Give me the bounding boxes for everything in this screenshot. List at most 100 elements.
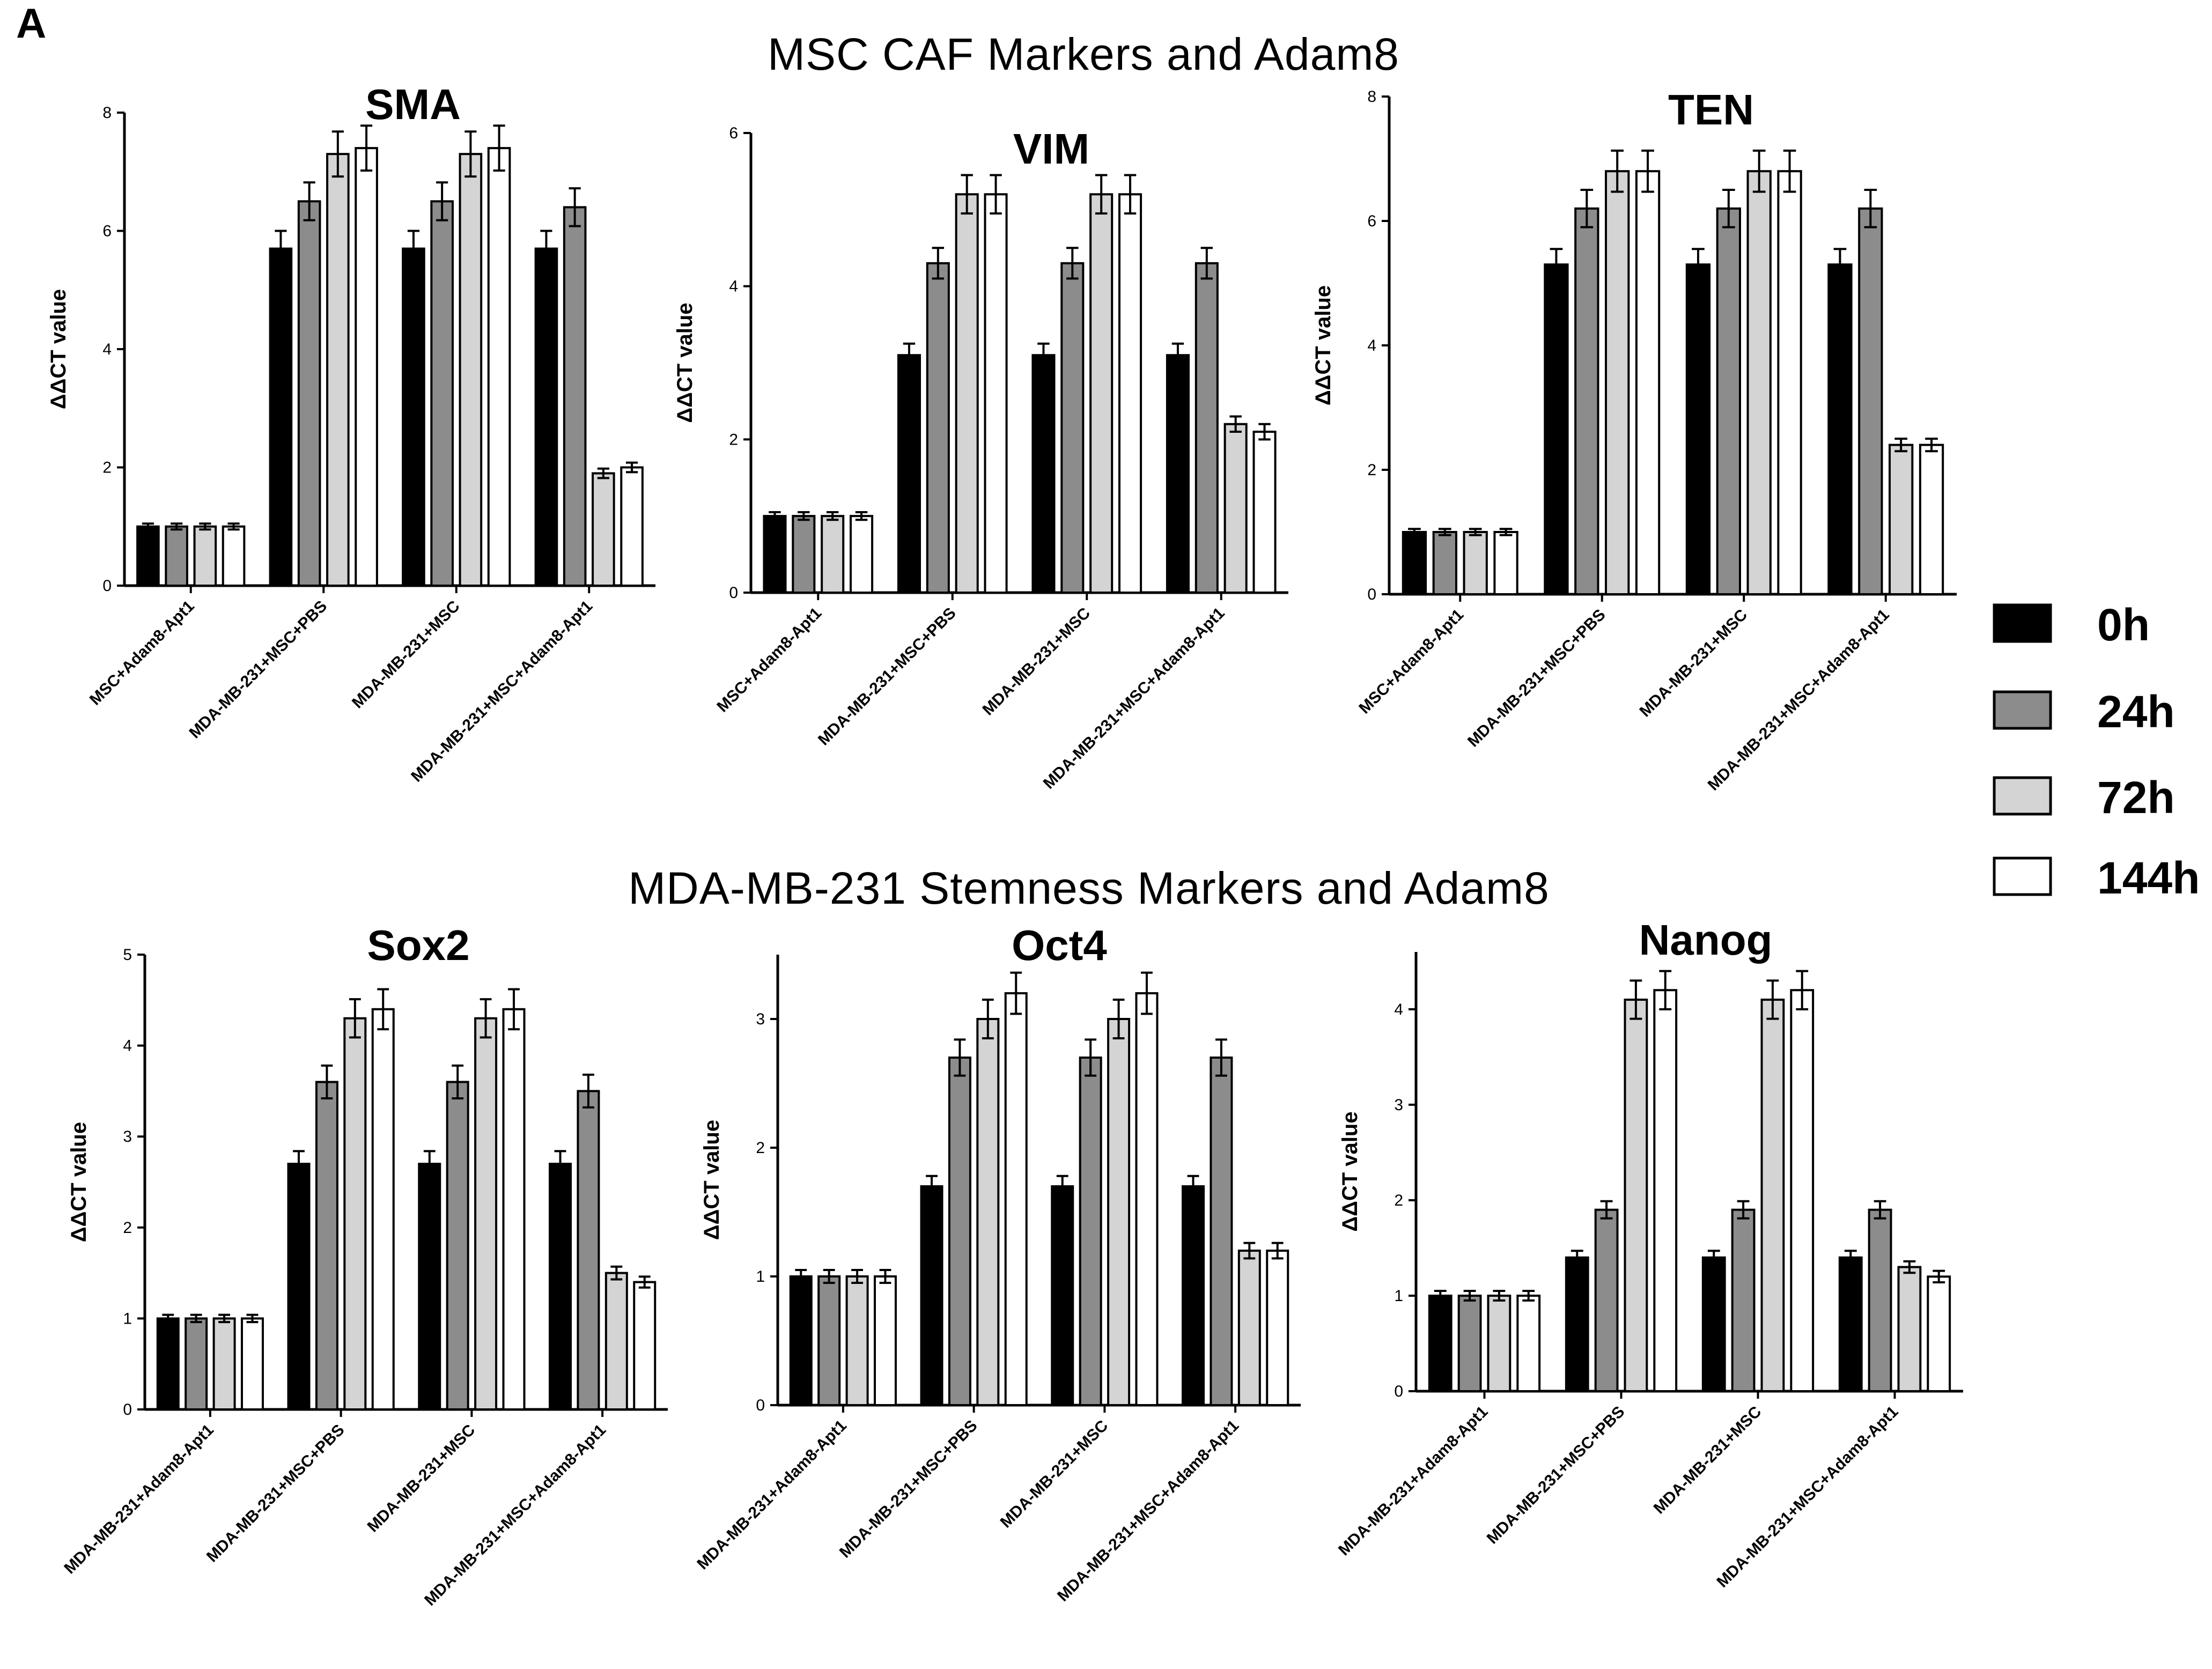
bar-72h-mda-mb-231-msc-pbs	[976, 1018, 1000, 1406]
bar-144h-mda-mb-231-adam8-apt1	[240, 1317, 264, 1410]
bar-0h-mda-mb-231-msc-pbs	[920, 1185, 943, 1406]
panel-label: A	[16, 0, 46, 47]
y-tick-label: 2	[1367, 461, 1376, 479]
bar-0h-mda-mb-231-msc	[1031, 354, 1056, 594]
bar-24h-mda-mb-231-msc	[1060, 262, 1085, 594]
bar-72h-mda-mb-231-msc	[1760, 999, 1785, 1392]
y-tick-label: 2	[123, 1219, 132, 1237]
bar-72h-msc-adam8-apt1	[1463, 531, 1488, 595]
bar-24h-msc-adam8-apt1	[1432, 531, 1457, 595]
bar-72h-mda-mb-231-msc-adam8-apt1	[1897, 1266, 1922, 1392]
x-tick-label: MDA-MB-231+MSC+PBS	[186, 597, 331, 742]
chart-title: TEN	[1668, 86, 1754, 134]
bar-0h-mda-mb-231-msc-adam8-apt1	[1827, 263, 1853, 595]
bar-0h-mda-mb-231-msc	[1051, 1185, 1074, 1406]
x-tick-label: MDA-MB-231+Adam8-Apt1	[694, 1417, 850, 1573]
legend-swatch-72h	[1993, 776, 2052, 816]
bar-144h-mda-mb-231-msc	[1118, 193, 1142, 594]
x-tick-label: MSC+Adam8-Apt1	[1355, 606, 1467, 718]
bar-24h-mda-mb-231-msc-adam8-apt1	[563, 206, 587, 587]
bar-144h-mda-mb-231-msc-adam8-apt1	[633, 1281, 657, 1411]
bar-24h-mda-mb-231-msc	[1731, 1208, 1756, 1392]
bar-24h-mda-mb-231-msc-adam8-apt1	[577, 1090, 600, 1410]
bar-72h-mda-mb-231-msc-pbs	[343, 1017, 367, 1410]
bar-24h-mda-mb-231-msc-adam8-apt1	[1858, 207, 1883, 595]
bar-144h-msc-adam8-apt1	[1493, 531, 1518, 595]
chart-title: Sox2	[367, 921, 469, 969]
legend-swatch-0h	[1993, 603, 2052, 643]
bar-24h-mda-mb-231-adam8-apt1	[817, 1275, 841, 1406]
bar-144h-mda-mb-231-msc-adam8-apt1	[1919, 444, 1944, 595]
bar-24h-mda-mb-231-msc	[430, 200, 454, 587]
bar-24h-mda-mb-231-msc-adam8-apt1	[1868, 1208, 1892, 1392]
bottom-section-title: MDA-MB-231 Stemness Markers and Adam8	[628, 863, 1550, 913]
bar-144h-mda-mb-231-msc-adam8-apt1	[1252, 431, 1277, 594]
bar-0h-msc-adam8-apt1	[136, 525, 160, 587]
bar-72h-mda-mb-231-msc-adam8-apt1	[592, 472, 615, 587]
bar-24h-mda-mb-231-msc	[446, 1081, 469, 1410]
y-tick-label: 5	[123, 946, 132, 964]
x-tick-label: MDA-MB-231+MSC	[364, 1421, 479, 1536]
bar-0h-mda-mb-231-msc-adam8-apt1	[534, 247, 558, 587]
x-tick-label: MDA-MB-231+MSC	[1636, 606, 1751, 721]
bar-24h-mda-mb-231-msc-pbs	[1594, 1208, 1619, 1392]
bar-144h-mda-mb-231-msc-pbs	[984, 193, 1008, 594]
bar-72h-mda-mb-231-msc-adam8-apt1	[1237, 1250, 1261, 1406]
bar-0h-mda-mb-231-msc	[1701, 1256, 1726, 1392]
y-tick-label: 1	[123, 1310, 132, 1327]
chart-title: SMA	[365, 80, 461, 128]
bar-144h-mda-mb-231-adam8-apt1	[1516, 1294, 1541, 1393]
bar-144h-mda-mb-231-adam8-apt1	[873, 1275, 897, 1406]
bar-72h-mda-mb-231-msc-adam8-apt1	[1223, 423, 1248, 594]
bar-144h-msc-adam8-apt1	[222, 525, 246, 587]
bar-144h-mda-mb-231-msc	[487, 147, 511, 587]
y-axis-label: ΔΔCT value	[47, 289, 70, 409]
bar-24h-mda-mb-231-msc	[1079, 1057, 1102, 1406]
bar-0h-mda-mb-231-msc	[1685, 263, 1711, 595]
bar-144h-mda-mb-231-msc-pbs	[1004, 992, 1028, 1406]
y-tick-label: 0	[1367, 586, 1376, 603]
y-tick-label: 3	[756, 1010, 765, 1028]
x-tick-label: MSC+Adam8-Apt1	[86, 597, 198, 709]
bar-24h-mda-mb-231-msc-pbs	[926, 262, 950, 594]
bar-0h-mda-mb-231-msc-pbs	[897, 354, 921, 594]
bar-0h-mda-mb-231-msc-adam8-apt1	[1838, 1256, 1863, 1392]
y-tick-label: 8	[1367, 88, 1376, 106]
bar-0h-mda-mb-231-msc-pbs	[1565, 1256, 1589, 1392]
y-axis-label: ΔΔCT value	[1311, 285, 1335, 405]
x-tick-label: MSC+Adam8-Apt1	[713, 604, 825, 716]
y-tick-label: 8	[102, 104, 112, 122]
bar-0h-mda-mb-231-msc-pbs	[1544, 263, 1569, 595]
bar-72h-mda-mb-231-msc	[459, 153, 483, 587]
bar-72h-mda-mb-231-msc-pbs	[955, 193, 979, 594]
bar-72h-msc-adam8-apt1	[821, 515, 845, 594]
y-tick-label: 6	[102, 223, 112, 240]
bar-144h-mda-mb-231-msc	[1777, 170, 1802, 595]
bar-24h-mda-mb-231-msc-adam8-apt1	[1195, 262, 1219, 594]
y-tick-label: 6	[729, 124, 738, 142]
chart-nanog: Nanog ΔΔCT value 0 1 2 3 4 MDA-MB-231+Adam8-Apt…	[1335, 916, 1963, 1591]
y-tick-label: 2	[1394, 1192, 1403, 1209]
bar-144h-mda-mb-231-msc	[502, 1008, 526, 1410]
y-tick-label: 4	[1394, 1001, 1403, 1018]
bar-0h-mda-mb-231-msc	[402, 247, 425, 587]
bar-0h-mda-mb-231-msc-adam8-apt1	[549, 1163, 572, 1411]
chart-sox2: Sox2 ΔΔCT value 0 1 2 3 4 5 MDA-MB-231+Adam8-Apt…	[61, 921, 668, 1609]
bar-144h-mda-mb-231-msc-pbs	[1653, 989, 1678, 1392]
y-tick-label: 0	[1394, 1383, 1403, 1400]
bar-0h-msc-adam8-apt1	[1402, 531, 1427, 595]
bar-0h-mda-mb-231-adam8-apt1	[156, 1317, 180, 1410]
bar-24h-mda-mb-231-msc-pbs	[297, 200, 321, 587]
bar-72h-mda-mb-231-msc	[1746, 170, 1772, 595]
bar-24h-mda-mb-231-msc-pbs	[1574, 207, 1599, 595]
bar-72h-msc-adam8-apt1	[193, 525, 217, 587]
bar-144h-msc-adam8-apt1	[849, 515, 874, 594]
bar-24h-mda-mb-231-adam8-apt1	[1457, 1294, 1482, 1393]
bar-144h-mda-mb-231-msc-pbs	[1635, 170, 1661, 595]
y-tick-label: 1	[1394, 1287, 1403, 1305]
y-tick-label: 2	[756, 1139, 765, 1157]
legend-label-0h: 0h	[2097, 600, 2150, 650]
x-tick-label: MDA-MB-231+MSC+PBS	[836, 1417, 981, 1562]
